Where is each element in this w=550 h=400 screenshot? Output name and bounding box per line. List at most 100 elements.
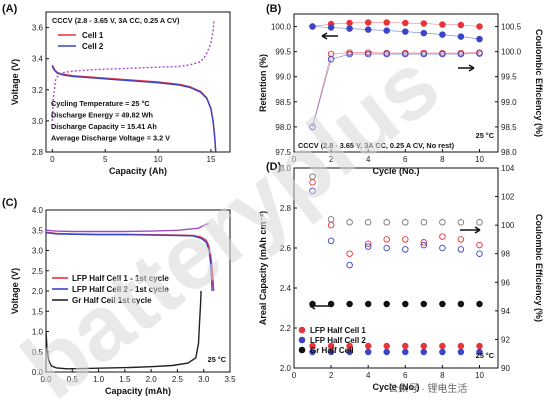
panel-label: (D) [266,161,282,173]
panel-b: (B) 0 2 4 6 8 10 97.5 98.0 98.5 99.0 99.5 100.0 98.0 9… [258,3,544,176]
series-lfp-half-cell-1-point [420,342,428,350]
y2-tick-label: 99.5 [501,73,517,82]
y-tick-label: 2.2 [280,324,292,333]
series-lfp-half-cell-2-ce-point [457,246,465,253]
x-tick-label: 6 [403,155,408,164]
x-tick-label: 10 [154,155,163,164]
y-tick-label: 2.8 [280,204,292,213]
series-gr-half-cell-point [457,300,465,308]
y-tick-label: 2.0 [280,364,292,373]
legend-label: LFP Half Cell 1 - 1st cycle [72,274,169,283]
y2-tick-label: 102 [501,193,515,202]
y-tick-label: 2.6 [280,244,292,253]
series-lfp-half-cell-2-ce-point [327,237,335,245]
series-gr-half-cell-ce-point [309,173,316,180]
annotation: Average Discharge Voltage = 3.2 V [51,134,170,143]
series-lfp-half-cell-2-point [309,348,316,356]
x-tick-label: 6 [403,371,408,380]
x-tick-label: 10 [475,371,484,380]
series-lfp-half-cell-1-ce-point [364,240,372,247]
series-cell-2-ce-point [309,123,316,131]
series-lfp-half-cell-2-ce-point [476,250,483,257]
y-axis-label: Retention (%) [258,54,268,112]
series-gr-half-cell-ce-point [327,216,335,223]
series-lfp-half-cell-1-ce-point [420,239,428,246]
y2-tick-label: 92 [501,335,510,344]
y2-tick-label: 90 [501,364,510,373]
y-tick-label: 3.0 [32,247,44,256]
series-lfp-half-cell-1-point [383,342,390,350]
plot-area [46,223,215,370]
temperature-note: 25 °C [476,351,495,360]
y-tick-label: 98.0 [275,123,291,132]
series-lfp-half-cell-1-point [364,342,372,350]
annotation: Discharge Energy = 49.82 Wh [51,111,153,120]
legend-marker [298,346,306,354]
series-line-2-line [46,223,210,233]
series-gr-half-cell-point [364,300,372,308]
series-lfp-half-cell-1-ce-point [476,241,483,249]
series-lfp-half-cell-1-ce-point [383,236,390,243]
series-lfp-half-cell-1-point [439,342,446,350]
series-lfp-half-cell-2-point [383,348,390,356]
y-tick-label: 0.5 [32,348,44,357]
series-gr-half-cell-point [402,300,409,308]
series-gr-half-cell-point [420,300,428,308]
series-cell-2-line [51,66,217,152]
y2-tick-label: 100.0 [501,48,522,57]
legend-label: Cell 1 [82,31,104,40]
legend-label: LFP Half Cell 2 - 1st cycle [72,285,169,294]
series-lfp-half-cell-2-ce-point [364,243,372,250]
x-axis-label: Cycle (No.) [372,166,419,176]
series-lfp-half-cell-2-ce-point [346,261,353,269]
x-axis-label: Capacity (mAh) [105,386,171,396]
protocol-note: CCCV (2.8 - 3.65 V, 3A CC, 0.25 A CV) [52,16,180,25]
series-lfp-half-cell-1-ce-point [457,236,465,243]
y-axis-label: Areal Capacity (mAh cm⁻²) [258,211,268,325]
y-axis-label: Voltage (V) [10,268,20,314]
x-tick-label: 10 [475,155,484,164]
series-lfp-half-cell-2-point [420,348,428,356]
right-axis-arrow [460,226,481,234]
series-lfp-half-cell-2-ce-point [439,244,446,252]
series-gr-half-cell-ce-point [346,219,353,226]
temperature-note: 25 °C [476,131,495,140]
x-tick-label: 1.5 [119,375,131,384]
series-cell-1-ce-line [312,52,480,127]
series-gr-half-cell-1st-cycle-line [46,290,202,370]
legend-label: LFP Half Cell 1 [310,326,366,335]
x-tick-label: 3.5 [224,375,236,384]
plot-area [309,173,483,356]
legend-label: Gr Half Cell [310,346,354,355]
series-lfp-half-cell-2-point [439,348,446,356]
series-lfp-half-cell-2-ce-point [383,244,390,252]
series-gr-half-cell-ce-point [420,219,428,226]
plot-frame [293,13,499,153]
legend-marker [298,336,306,344]
legend-label: Gr Half Cell 1st cycle [72,296,152,305]
series-lfp-half-cell-2-point [476,348,483,356]
y-tick-label: 3.5 [32,226,44,235]
legend-label: Cell 2 [82,42,104,51]
y2-tick-label: 100 [501,221,515,230]
x-tick-label: 8 [440,155,445,164]
annotation: Cycling Temperature = 25 °C [51,99,150,108]
plot-area [309,19,483,131]
series-lfp-half-cell-2-ce-point [402,246,409,253]
x-tick-label: 3.0 [198,375,210,384]
series-lfp-half-cell-2-point [327,348,335,356]
x-tick-label: 8 [440,371,445,380]
temperature-note: 25 °C [208,355,227,364]
series-gr-half-cell-ce-point [383,219,390,226]
y2-tick-label: 99.0 [501,98,517,107]
x-tick-label: 0.0 [40,375,52,384]
y2-axis-label: Coulombic Efficiency (%) [534,29,544,137]
series-lfp-half-cell-2-point [346,348,353,356]
y-tick-label: 2.0 [32,287,44,296]
x-tick-label: 4 [366,371,371,380]
x-axis-label: Cycle (No.) [372,382,419,392]
y-axis-label: Voltage (V) [10,59,20,105]
legend: LFP Half Cell 1 - 1st cycle LFP Half Cell… [52,274,169,305]
